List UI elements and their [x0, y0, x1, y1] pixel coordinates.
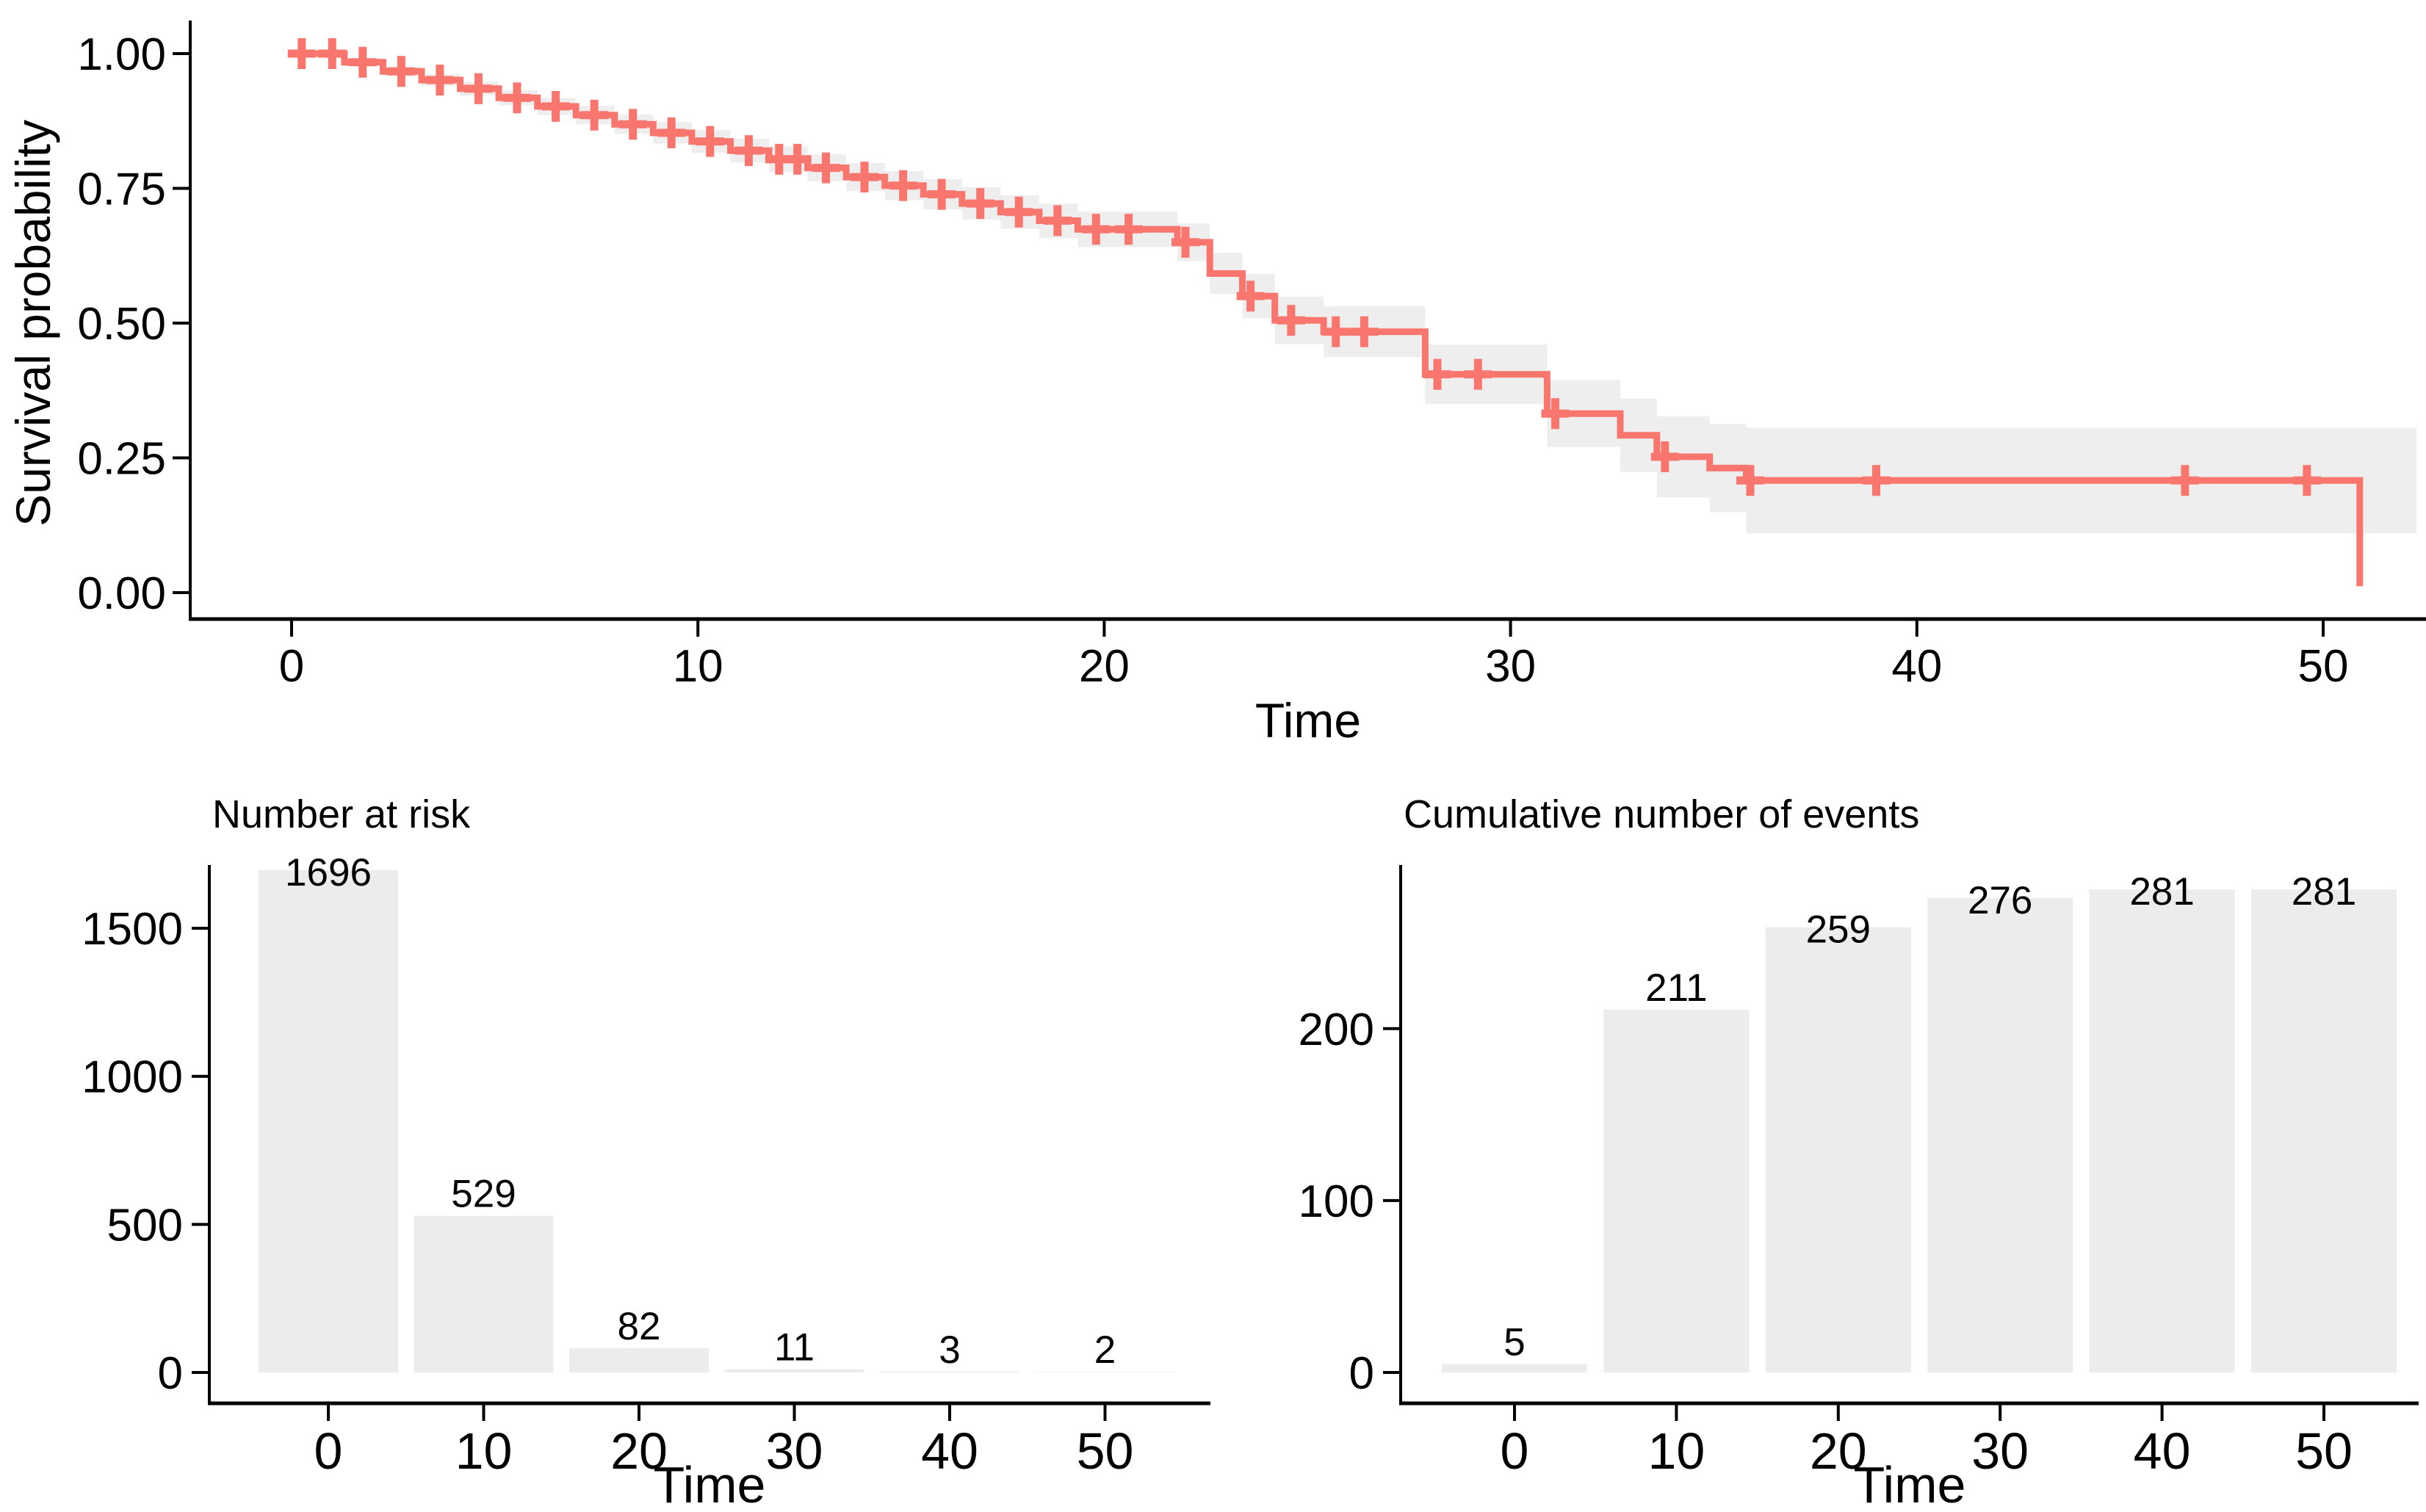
x-tick-label: 0 — [314, 1422, 343, 1480]
y-tick-label: 200 — [1299, 1005, 1374, 1055]
km-y-tick-label: 0.75 — [77, 164, 166, 215]
risk-x-axis-title: Time — [654, 1456, 766, 1512]
km-y-tick-label: 0.25 — [77, 434, 166, 485]
bar — [724, 1369, 864, 1372]
events-chart-title: Cumulative number of events — [1404, 792, 1919, 836]
confidence-interval-ribbon — [292, 54, 2417, 534]
y-tick-label: 500 — [107, 1200, 183, 1251]
risk-bars — [259, 870, 1175, 1372]
bar — [2251, 889, 2397, 1372]
km-x-tick-label: 0 — [279, 641, 304, 692]
x-tick-label: 10 — [1647, 1422, 1705, 1480]
km-x-tick-label: 20 — [1079, 641, 1130, 692]
risk-axes — [192, 865, 1210, 1421]
risk-x-tick-labels: 0 10 20 30 40 50 — [314, 1422, 1134, 1480]
bar-value-label: 5 — [1503, 1320, 1525, 1364]
x-tick-label: 40 — [921, 1422, 978, 1480]
bar-value-label: 259 — [1806, 908, 1871, 952]
x-tick-label: 0 — [1501, 1422, 1529, 1480]
bar-value-label: 529 — [451, 1173, 516, 1216]
km-y-tick-labels: 0.00 0.25 0.50 0.75 1.00 — [77, 29, 166, 619]
x-tick-label: 30 — [1971, 1422, 2029, 1480]
bar-value-label: 276 — [1968, 879, 2032, 922]
x-tick-label: 50 — [1077, 1422, 1134, 1480]
bar-value-label: 11 — [774, 1326, 815, 1370]
km-censor-marks — [287, 38, 2321, 496]
bar-value-label: 82 — [618, 1305, 661, 1348]
bar — [259, 870, 398, 1372]
km-x-tick-label: 40 — [1891, 641, 1942, 692]
km-x-tick-label: 10 — [673, 641, 723, 692]
bar-value-label: 3 — [939, 1328, 960, 1372]
y-tick-label: 1000 — [82, 1052, 183, 1103]
bar-value-label: 281 — [2292, 870, 2356, 914]
bar — [569, 1348, 709, 1372]
bar-value-label: 211 — [1645, 966, 1708, 1010]
bar — [1765, 927, 1911, 1372]
bar — [1927, 897, 2073, 1372]
km-y-tick-label: 0.00 — [77, 568, 166, 619]
x-tick-label: 40 — [2134, 1422, 2191, 1480]
y-tick-label: 1500 — [82, 904, 183, 955]
y-tick-label: 100 — [1299, 1176, 1374, 1227]
number-at-risk-chart: Number at risk 1696 529 82 11 3 2 0 10 20 30 40 50… — [82, 792, 1210, 1512]
events-x-axis-title: Time — [1854, 1456, 1966, 1512]
x-tick-label: 20 — [1810, 1422, 1867, 1480]
y-tick-label: 0 — [158, 1348, 183, 1399]
bar-value-label: 2 — [1094, 1328, 1116, 1372]
risk-bar-labels: 1696 529 82 11 3 2 — [285, 851, 1116, 1372]
km-confidence-band — [292, 54, 2417, 534]
km-x-tick-label: 50 — [2298, 641, 2349, 692]
bar — [1442, 1364, 1587, 1372]
events-x-tick-labels: 0 10 20 30 40 50 — [1501, 1422, 2353, 1480]
risk-y-tick-labels: 0 500 1000 1500 — [82, 904, 183, 1399]
events-axes — [1383, 865, 2419, 1421]
x-tick-label: 30 — [766, 1422, 823, 1480]
bar-value-label: 281 — [2129, 870, 2194, 914]
km-y-tick-label: 0.50 — [77, 299, 166, 350]
x-tick-label: 10 — [455, 1422, 513, 1480]
x-tick-label: 50 — [2295, 1422, 2353, 1480]
km-y-axis-title: Survival probability — [6, 120, 60, 527]
km-y-tick-label: 1.00 — [77, 29, 166, 80]
bar — [2089, 889, 2235, 1372]
events-y-tick-labels: 0 100 200 — [1299, 1005, 1374, 1399]
km-x-tick-label: 30 — [1485, 641, 1536, 692]
events-bar-labels: 5 211 259 276 281 281 — [1503, 870, 2356, 1364]
bar — [414, 1215, 554, 1372]
cumulative-events-chart: Cumulative number of events 5 211 259 276 28… — [1299, 792, 2419, 1512]
events-bars — [1442, 889, 2397, 1372]
bar-value-label: 1696 — [285, 851, 372, 894]
km-x-tick-labels: 0 10 20 30 40 50 — [279, 641, 2349, 692]
risk-chart-title: Number at risk — [212, 792, 471, 836]
x-tick-label: 20 — [610, 1422, 668, 1480]
km-survival-chart: 0 10 20 30 40 50 0.00 0.25 0.50 0.75 1.00 Surviva… — [6, 21, 2426, 748]
y-tick-label: 0 — [1349, 1348, 1374, 1399]
km-axes — [173, 21, 2426, 637]
km-x-axis-title: Time — [1255, 693, 1361, 748]
bar — [1603, 1010, 1750, 1372]
